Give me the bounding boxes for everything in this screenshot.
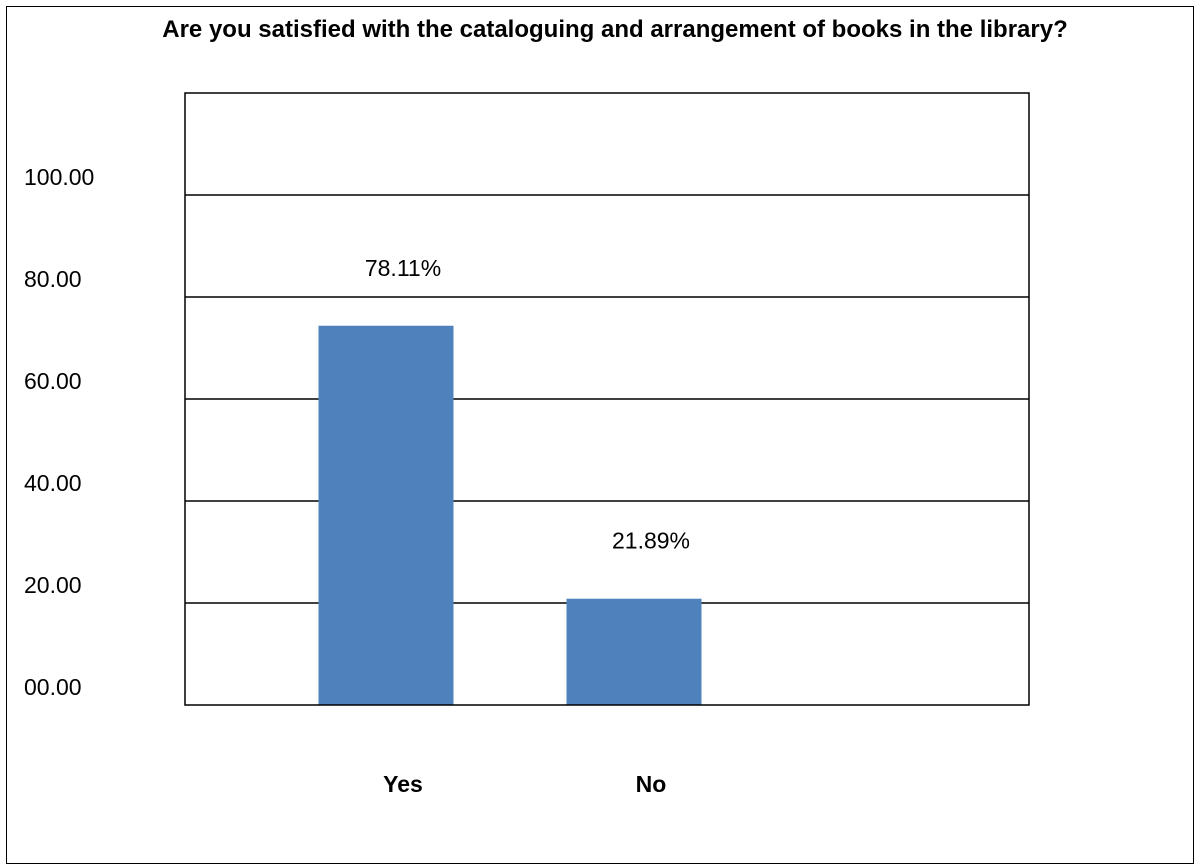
x-axis-tick-labels: Yes No — [383, 771, 666, 797]
bar-no — [566, 598, 702, 705]
gridlines — [185, 194, 1029, 604]
y-tick-label: 100.00 — [24, 164, 94, 190]
y-tick-label: 40.00 — [24, 470, 82, 496]
x-tick-label: No — [636, 771, 667, 797]
data-label: 78.11% — [365, 255, 441, 281]
y-tick-label: 20.00 — [24, 572, 82, 598]
bars — [318, 325, 702, 705]
y-axis-tick-labels: 00.00 20.00 40.00 60.00 80.00 100.00 — [24, 164, 94, 700]
y-tick-label: 00.00 — [24, 674, 82, 700]
x-tick-label: Yes — [383, 771, 423, 797]
bar-yes — [318, 325, 454, 705]
data-label: 21.89% — [612, 528, 690, 554]
y-tick-label: 60.00 — [24, 368, 82, 394]
chart-title: Are you satisfied with the cataloguing a… — [162, 16, 1068, 43]
y-tick-label: 80.00 — [24, 266, 82, 292]
plot-area-border — [184, 92, 1030, 706]
chart-frame — [6, 6, 1194, 864]
data-labels: 78.11% 21.89% — [365, 255, 690, 554]
